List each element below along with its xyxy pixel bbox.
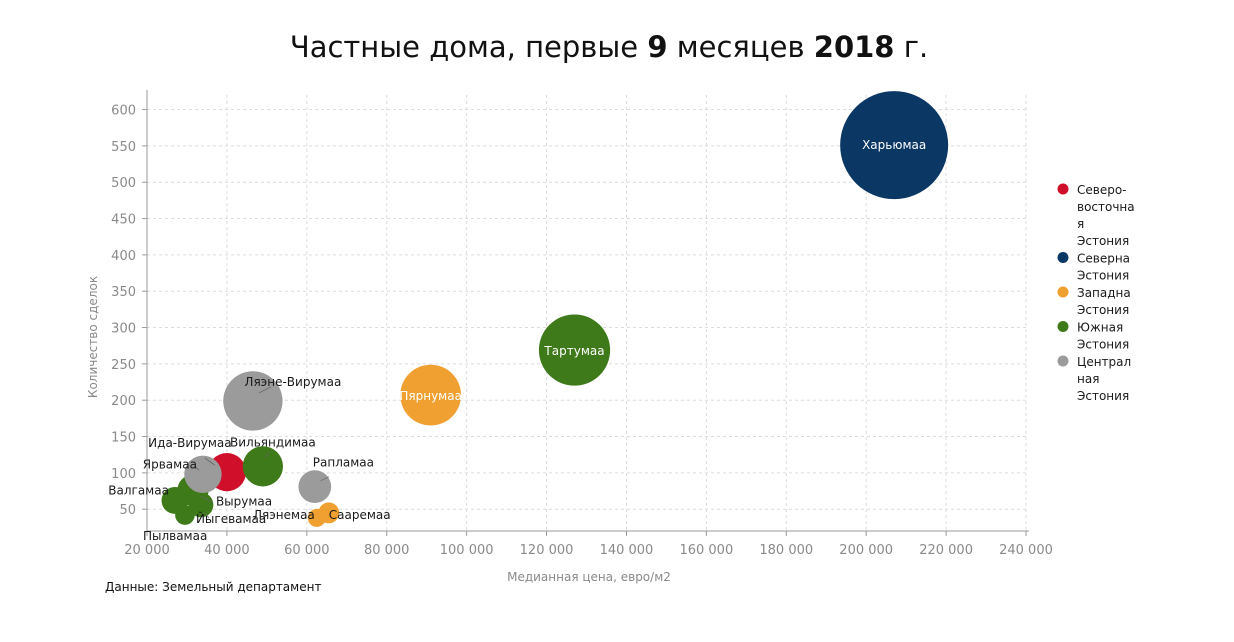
bubble-label: Пярнумаа bbox=[399, 389, 462, 403]
legend-text: ная bbox=[1077, 372, 1099, 386]
label-connector bbox=[204, 457, 216, 466]
bubble-label: Вильяндимаа bbox=[230, 435, 316, 449]
y-tick-label: 400 bbox=[111, 249, 136, 264]
bubble bbox=[400, 364, 462, 426]
y-tick-label: 200 bbox=[111, 394, 136, 409]
x-tick-label: 20 000 bbox=[124, 543, 170, 558]
bubble-label: Харьюмаа bbox=[862, 138, 926, 152]
bubble bbox=[298, 470, 332, 504]
legend-text: Северо- bbox=[1077, 183, 1127, 197]
bubble bbox=[840, 91, 949, 200]
bubble-label: Валгамаа bbox=[108, 483, 169, 497]
x-tick-label: 220 000 bbox=[919, 543, 973, 558]
y-tick-label: 50 bbox=[119, 503, 136, 518]
x-tick-label: 240 000 bbox=[999, 543, 1053, 558]
y-tick-label: 100 bbox=[111, 467, 136, 482]
bubble-label: Сааремаа bbox=[329, 508, 391, 522]
legend-marker bbox=[1057, 321, 1069, 332]
legend-item[interactable]: Южная Эстония bbox=[1057, 321, 1130, 352]
source-note: Данные: Земельный департамент bbox=[105, 580, 321, 594]
label-connector bbox=[204, 512, 210, 519]
legend-text: я bbox=[1077, 217, 1084, 231]
chart-title-part-3: месяцев bbox=[668, 30, 814, 64]
x-tick-label: 180 000 bbox=[759, 543, 813, 558]
x-tick-label: 80 000 bbox=[364, 543, 410, 558]
y-tick-label: 450 bbox=[111, 213, 136, 228]
bubble-label: Ярвамаа bbox=[143, 457, 197, 471]
legend-marker bbox=[1057, 183, 1069, 195]
axes: 50 100 150 200 250 300 350 400 450 500 550 600 20 00… bbox=[111, 90, 1053, 558]
legend-text: Эстония bbox=[1077, 389, 1129, 403]
bubble-label: Ида-Вирумаа bbox=[148, 436, 231, 450]
y-tick-label: 600 bbox=[111, 104, 136, 119]
y-tick-label: 500 bbox=[111, 176, 136, 191]
legend-marker bbox=[1057, 252, 1069, 263]
legend: Северо-восточнаяЭстонияСевернаЭстонияЗап… bbox=[1057, 183, 1135, 403]
x-tick-label: 160 000 bbox=[679, 543, 733, 558]
legend-text: Северна bbox=[1077, 252, 1130, 266]
y-tick-label: 300 bbox=[111, 322, 136, 337]
label-connector bbox=[200, 495, 214, 503]
label-connector bbox=[258, 386, 272, 394]
y-tick-label: 150 bbox=[111, 431, 136, 446]
bubble-label: Пылвамаа bbox=[143, 529, 207, 543]
bubble bbox=[184, 455, 222, 494]
bubble bbox=[188, 492, 214, 518]
bubble bbox=[223, 371, 283, 431]
legend-text: Эстония bbox=[1077, 269, 1129, 283]
legend-text: Централ bbox=[1077, 355, 1131, 369]
label-connector bbox=[320, 476, 329, 482]
x-tick-label: 120 000 bbox=[520, 543, 574, 558]
bubble-labels: Ида-Вирумаа Харьюмаа Пярнумаа Сааремаа Ляэне… bbox=[108, 138, 926, 543]
legend-text: Эстония bbox=[1077, 234, 1129, 248]
bubble bbox=[242, 446, 283, 487]
bubbles bbox=[161, 91, 949, 527]
bubble bbox=[538, 314, 611, 386]
legend-marker bbox=[1057, 355, 1069, 367]
legend-text: Эстония bbox=[1077, 303, 1129, 317]
y-tick-label: 350 bbox=[111, 285, 136, 300]
x-tick-label: 200 000 bbox=[839, 543, 893, 558]
bubble bbox=[307, 508, 326, 527]
y-tick-label: 250 bbox=[111, 358, 136, 373]
legend-item[interactable]: Централ ная Эстония bbox=[1057, 355, 1132, 403]
x-tick-label: 140 000 bbox=[600, 543, 654, 558]
bubble-label: Ляэнемаа bbox=[253, 508, 315, 522]
x-tick-label: 60 000 bbox=[284, 543, 330, 558]
chart-title-part-2: 9 bbox=[647, 30, 667, 64]
legend-marker bbox=[1057, 286, 1069, 298]
label-connector bbox=[194, 466, 200, 471]
bubble-label: Йыгевамаа bbox=[196, 511, 266, 526]
legend-item[interactable]: Западна Эстония bbox=[1057, 286, 1131, 317]
bubble-label: Рапламаа bbox=[313, 456, 374, 470]
x-axis-title: Медианная цена, евро/м2 bbox=[507, 570, 671, 584]
legend-text: Западна bbox=[1077, 286, 1131, 300]
bubble-label: Ляэне-Вирумаа bbox=[244, 375, 341, 389]
chart-title-part-4: 2018 bbox=[814, 30, 895, 64]
legend-item[interactable]: Северо-восточна я Эстония bbox=[1057, 183, 1135, 248]
chart-title: Частные дома, первые 9 месяцев 2018 г. bbox=[290, 30, 928, 64]
chart-title-part-1: Частные дома, первые bbox=[290, 30, 648, 64]
y-tick-label: 550 bbox=[111, 140, 136, 155]
x-tick-label: 100 000 bbox=[440, 543, 494, 558]
legend-text: восточна bbox=[1077, 200, 1135, 214]
x-tick-label: 40 000 bbox=[204, 543, 250, 558]
bubble-label: Вырумаа bbox=[216, 494, 272, 508]
y-axis-title: Количество сделок bbox=[86, 276, 100, 398]
label-connector bbox=[264, 452, 270, 458]
chart-title-part-5: г. bbox=[894, 30, 928, 64]
bubble-label: Тартумаа bbox=[543, 344, 604, 358]
legend-item[interactable]: Северна Эстония bbox=[1057, 252, 1131, 283]
legend-text: Южная bbox=[1077, 321, 1123, 335]
legend-text: Эстония bbox=[1077, 338, 1129, 352]
